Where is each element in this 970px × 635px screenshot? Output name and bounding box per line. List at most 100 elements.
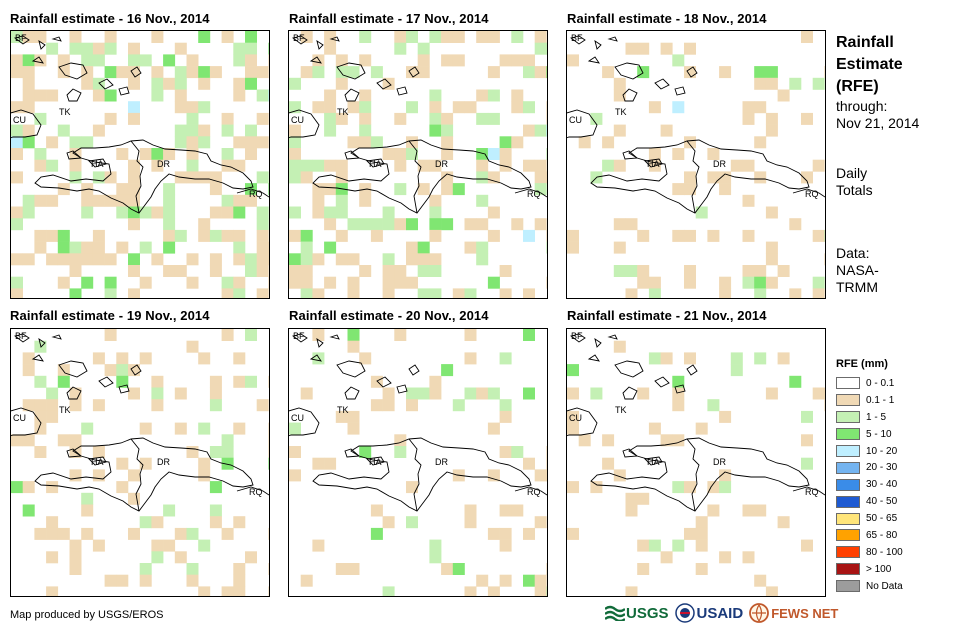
rainfall-cell [684, 276, 696, 289]
rainfall-cell [359, 446, 372, 458]
rainfall-cell [335, 229, 348, 242]
rainfall-cell [116, 352, 129, 365]
rainfall-cell [221, 159, 234, 172]
gonave-island [644, 456, 663, 466]
rainfall-cell [335, 159, 348, 172]
legend-swatch [836, 512, 860, 525]
rainfall-cell [92, 399, 105, 412]
rainfall-cell [602, 457, 615, 470]
rainfall-cell [174, 124, 187, 137]
rainfall-cell [742, 504, 755, 517]
rainfall-cell [441, 136, 454, 149]
cuba-coastline [567, 109, 598, 139]
rainfall-cell [163, 504, 176, 517]
rainfall-cell [789, 218, 802, 231]
rainfall-cell [719, 183, 732, 196]
rainfall-cell [672, 183, 685, 196]
rainfall-cell [312, 457, 325, 470]
rainfall-cell [546, 241, 547, 254]
rainfall-cell [268, 527, 269, 540]
rainfall-cell [523, 124, 535, 137]
rainfall-raster [289, 31, 547, 298]
rainfall-cell [22, 136, 35, 149]
rainfall-cell [256, 112, 269, 125]
rainfall-cell [163, 77, 176, 90]
rainfall-cell [499, 574, 512, 587]
rainfall-cell [69, 288, 82, 298]
rainfall-cell [499, 539, 512, 552]
map-title-block: Rainfall Estimate (RFE) through: Nov 21,… [836, 32, 966, 296]
haiti-peninsula [66, 150, 83, 160]
bahamas-island [51, 334, 62, 340]
rainfall-cell [370, 136, 383, 149]
rainfall-cell [660, 42, 673, 55]
title-estimate: Estimate [836, 56, 903, 73]
bahamas-island [130, 364, 142, 376]
rainfall-raster [567, 340, 825, 596]
haiti-dr-border [130, 140, 144, 214]
rainfall-cell [256, 253, 269, 266]
rainfall-cell [221, 329, 234, 341]
rainfall-cell [22, 253, 35, 266]
rainfall-cell [429, 206, 442, 219]
rainfall-cell [382, 276, 395, 289]
legend-swatch [836, 546, 860, 559]
rainfall-cell [104, 89, 117, 102]
panel-title-16-nov: Rainfall estimate - 16 Nov., 2014 [10, 11, 210, 26]
rainfall-cell [578, 434, 591, 447]
rainfall-cell [464, 329, 477, 341]
bahamas-island [316, 337, 324, 348]
rainfall-cell [406, 516, 418, 529]
totals-line-1: Daily [836, 165, 868, 181]
rainfall-cell [534, 516, 547, 529]
bahamas-island [654, 376, 670, 388]
rainfall-cell [347, 136, 360, 149]
rainfall-cell [534, 31, 547, 43]
rainfall-cell [139, 516, 152, 529]
rainfall-cell [394, 42, 407, 55]
rainfall-cell [46, 159, 59, 172]
rainfall-cell [660, 434, 673, 447]
rainfall-cell [417, 54, 430, 67]
rainfall-cell [104, 276, 117, 289]
rainfall-cell [476, 253, 489, 266]
country-label-dr: DR [157, 159, 170, 169]
rainfall-cell [128, 288, 140, 298]
rainfall-cell [523, 101, 535, 114]
rainfall-cell [660, 352, 673, 365]
rainfall-map-20-nov: BF CU HA DR RQ TK [288, 328, 548, 597]
rainfall-cell [312, 66, 325, 79]
rainfall-cell [174, 551, 187, 564]
country-label-cu: CU [291, 413, 304, 423]
rainfall-cell [92, 54, 105, 67]
rainfall-cell [684, 265, 696, 277]
country-label-rq: RQ [249, 487, 263, 497]
country-label-ha: HA [647, 457, 660, 467]
rainfall-cell [11, 54, 23, 67]
rainfall-cell [116, 194, 129, 207]
rainfall-cell [394, 218, 407, 231]
rainfall-cell [707, 481, 720, 494]
rainfall-cell [499, 159, 512, 172]
rainfall-cell [567, 54, 579, 67]
country-label-dr: DR [157, 457, 170, 467]
rainfall-cell [233, 159, 246, 172]
rainfall-cell [707, 399, 720, 412]
rainfall-map-16-nov: BF CU HA DR RQ TK [10, 30, 270, 299]
rainfall-cell [186, 527, 199, 540]
rainfall-cell [648, 148, 661, 160]
country-label-bf: BF [15, 33, 27, 43]
rainfall-cell [163, 241, 176, 254]
legend-label: 40 - 50 [866, 496, 898, 508]
rainfall-cell [312, 183, 325, 196]
rainfall-cell [546, 66, 547, 79]
rainfall-cell [789, 288, 802, 298]
rainfall-map-18-nov: BF CU HA DR RQ TK [566, 30, 826, 299]
legend-label: 30 - 40 [866, 479, 898, 491]
hispaniola-coastline [312, 437, 532, 512]
bahamas-island [118, 384, 130, 394]
rainfall-cell [824, 253, 825, 266]
rainfall-cell [546, 124, 547, 137]
rainfall-cell [186, 253, 199, 266]
rainfall-cell [546, 229, 547, 242]
